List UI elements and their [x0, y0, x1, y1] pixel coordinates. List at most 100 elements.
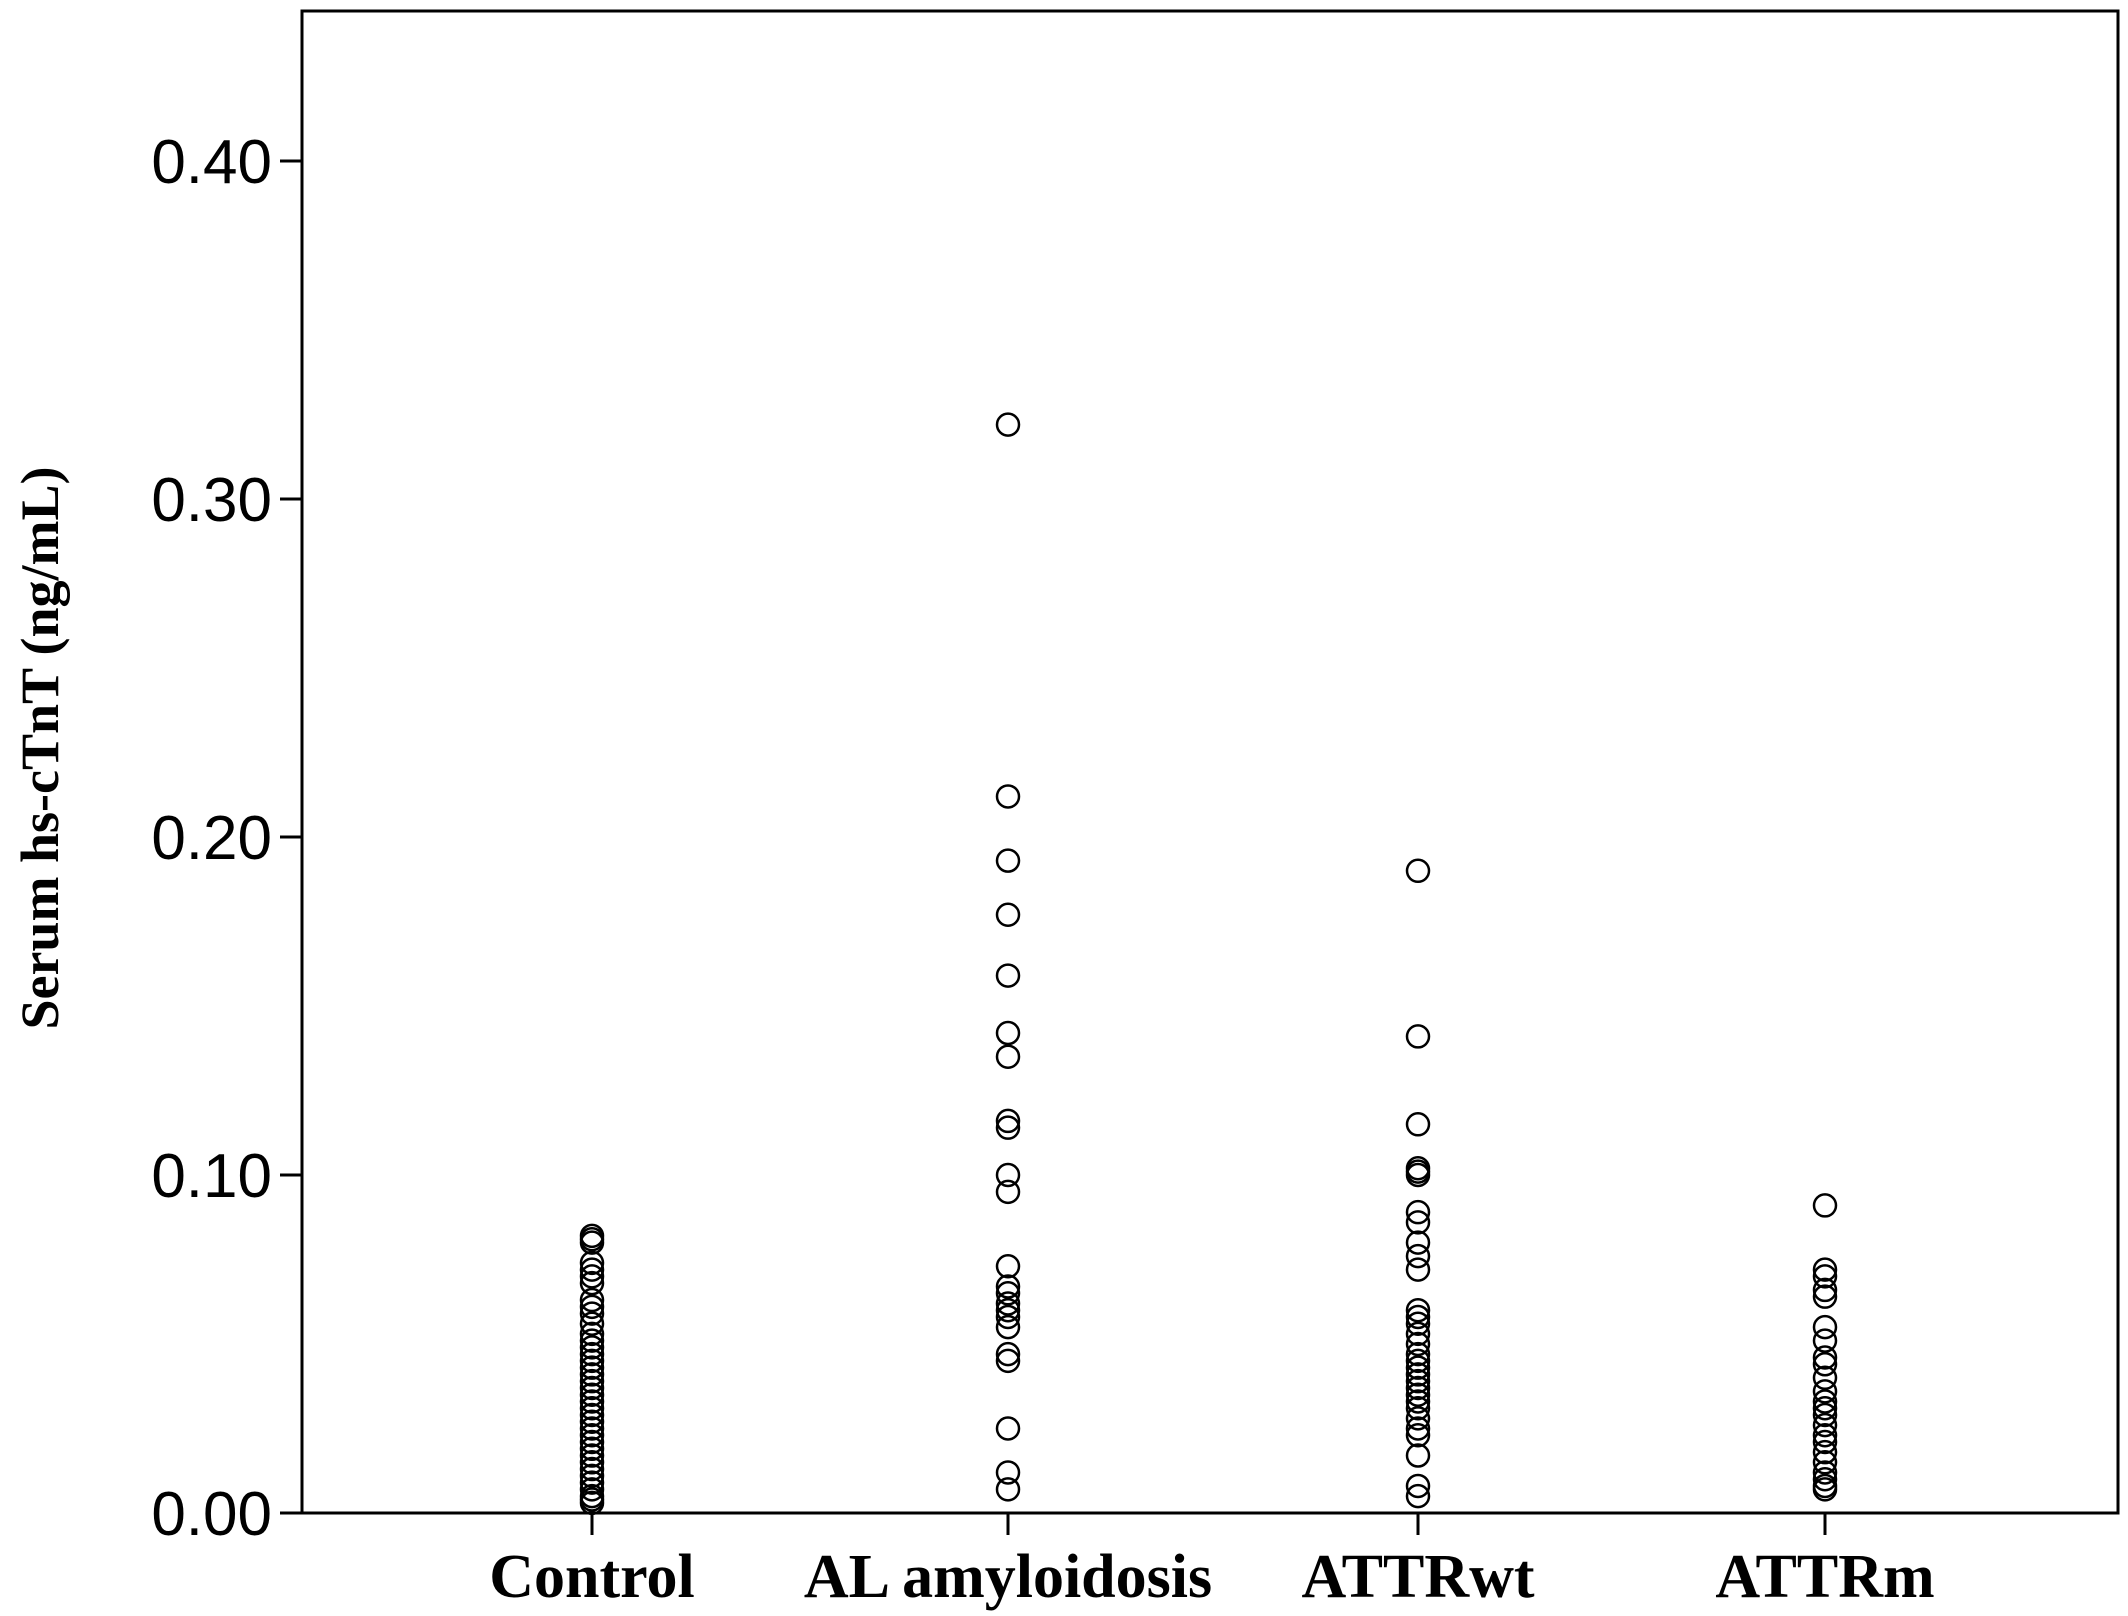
data-point [579, 1395, 605, 1421]
data-point [1405, 1297, 1431, 1323]
data-point [1405, 1199, 1431, 1225]
data-point [579, 1423, 605, 1448]
data-point [579, 1270, 605, 1296]
data-point [1812, 1450, 1838, 1475]
data-point [1405, 1230, 1431, 1255]
data-point [1812, 1412, 1838, 1438]
data-point [1812, 1477, 1838, 1502]
data-point [1405, 1423, 1431, 1448]
plot-frame [300, 9, 2120, 1515]
data-point [579, 1456, 605, 1482]
data-point [995, 1477, 1021, 1502]
data-point [579, 1368, 605, 1394]
y-tick-label: 0.30 [151, 466, 272, 535]
data-point [1812, 1429, 1838, 1455]
data-point [579, 1429, 605, 1455]
data-point [995, 902, 1021, 927]
data-point [995, 1297, 1021, 1323]
data-point [579, 1490, 605, 1516]
data-point [1812, 1328, 1838, 1353]
x-category-label: Control [489, 1543, 695, 1611]
data-point [995, 1162, 1021, 1188]
data-point [995, 848, 1021, 873]
data-point [995, 1341, 1021, 1367]
data-point [579, 1230, 605, 1255]
y-tick-label: 0.20 [151, 804, 272, 873]
data-point [1812, 1193, 1838, 1218]
data-point [995, 1254, 1021, 1279]
data-point [579, 1389, 605, 1414]
data-point [1405, 858, 1431, 884]
data-point [995, 1281, 1021, 1306]
x-category-label: AL amyloidosis [804, 1543, 1212, 1611]
data-point [1812, 1395, 1838, 1421]
data-point [1812, 1379, 1838, 1404]
data-point [579, 1355, 605, 1380]
data-point [1812, 1345, 1838, 1370]
data-point [579, 1257, 605, 1282]
data-point [995, 412, 1021, 437]
y-axis: 0.00 0.10 0.20 0.30 0.40 [151, 128, 302, 1549]
series-group [995, 412, 1021, 1502]
data-point [1812, 1402, 1838, 1428]
data-point [1405, 1257, 1431, 1282]
data-point [1405, 1355, 1431, 1380]
data-point [1405, 1483, 1431, 1509]
y-tick-label: 0.40 [151, 128, 272, 197]
data-point [1812, 1439, 1838, 1465]
data-point [1405, 1473, 1431, 1499]
data-point [995, 1314, 1021, 1340]
series-group [1812, 1193, 1838, 1502]
data-points [579, 412, 1838, 1516]
data-point [1812, 1423, 1838, 1448]
data-point [995, 1044, 1021, 1069]
data-point [579, 1477, 605, 1502]
data-point [579, 1264, 605, 1289]
data-point [995, 1460, 1021, 1485]
data-point [995, 1115, 1021, 1140]
data-point [1405, 1375, 1431, 1401]
data-point [579, 1341, 605, 1367]
data-point [1812, 1365, 1838, 1391]
data-point [1405, 1024, 1431, 1049]
data-point [995, 1274, 1021, 1299]
data-point [1405, 1389, 1431, 1414]
data-point [579, 1321, 605, 1347]
data-point [1812, 1352, 1838, 1377]
data-point [579, 1294, 605, 1320]
x-category-label: ATTRwt [1301, 1543, 1534, 1611]
data-point [995, 1108, 1021, 1134]
data-point [579, 1328, 605, 1353]
data-point [579, 1335, 605, 1360]
data-point [1405, 1321, 1431, 1347]
data-point [579, 1362, 605, 1387]
data-point [579, 1443, 605, 1468]
data-point [1812, 1284, 1838, 1309]
y-tick-label: 0.00 [151, 1480, 272, 1549]
data-point [1405, 1331, 1431, 1357]
data-point [1812, 1314, 1838, 1340]
data-point [579, 1409, 605, 1434]
data-point [1405, 1368, 1431, 1394]
data-point [1812, 1389, 1838, 1414]
data-point [1405, 1341, 1431, 1367]
data-point [1812, 1466, 1838, 1492]
data-point [1405, 1311, 1431, 1336]
x-category-label: ATTRm [1715, 1543, 1934, 1611]
data-point [1405, 1304, 1431, 1330]
data-point [1405, 1348, 1431, 1374]
data-point [1405, 1243, 1431, 1269]
data-point [579, 1382, 605, 1407]
data-point [1405, 1210, 1431, 1235]
data-point [1405, 1416, 1431, 1441]
data-point [579, 1402, 605, 1428]
data-point [1812, 1257, 1838, 1282]
data-point [579, 1463, 605, 1489]
data-point [579, 1301, 605, 1326]
data-point [1405, 1162, 1431, 1188]
data-point [579, 1348, 605, 1374]
data-point [579, 1375, 605, 1401]
data-point [995, 784, 1021, 809]
data-point [995, 1291, 1021, 1316]
